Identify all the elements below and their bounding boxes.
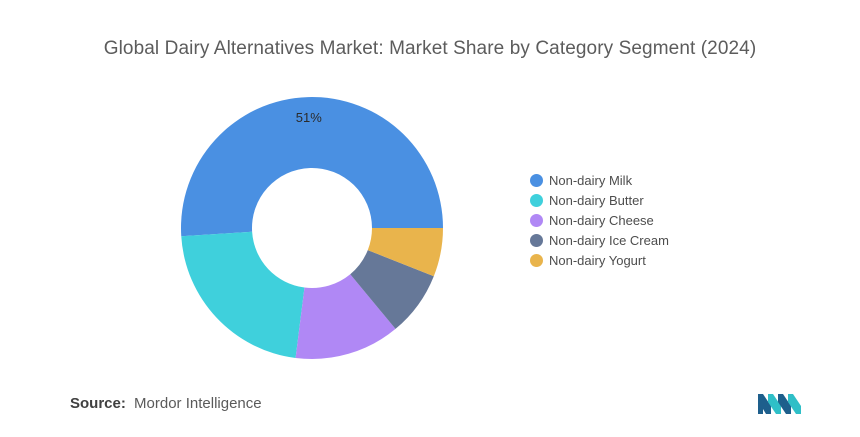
legend-label: Non-dairy Cheese: [549, 212, 654, 228]
donut-slice-non-dairy-yogurt: [367, 228, 443, 277]
donut-slice-non-dairy-milk: [180, 97, 443, 237]
chart-legend: Non-dairy Milk Non-dairy Butter Non-dairy …: [530, 170, 669, 270]
legend-label: Non-dairy Butter: [549, 192, 644, 208]
legend-item: Non-dairy Ice Cream: [530, 230, 669, 250]
donut-slices: [180, 97, 443, 360]
source-label: Source:: [70, 395, 126, 412]
legend-swatch-icon: [530, 193, 543, 207]
donut-slice-non-dairy-ice-cream: [350, 250, 434, 329]
legend-swatch-icon: [530, 173, 543, 187]
chart-title: Global Dairy Alternatives Market: Market…: [103, 38, 757, 59]
donut-slice-non-dairy-cheese: [295, 274, 396, 360]
source-value: Mordor Intelligence: [134, 395, 262, 412]
source-note: Source: Mordor Intelligence: [70, 395, 262, 412]
donut-data-labels: 51%: [296, 110, 322, 125]
legend-label: Non-dairy Yogurt: [549, 252, 646, 268]
legend-swatch-icon: [530, 253, 543, 267]
donut-chart: 51%: [180, 97, 443, 360]
donut-slice-non-dairy-butter: [181, 231, 305, 358]
legend-swatch-icon: [530, 233, 543, 247]
legend-item: Non-dairy Cheese: [530, 210, 669, 230]
data-label-non-dairy-milk: 51%: [296, 110, 322, 125]
legend-item: Non-dairy Butter: [530, 190, 669, 210]
legend-item: Non-dairy Milk: [530, 170, 669, 190]
legend-label: Non-dairy Milk: [549, 172, 633, 188]
legend-swatch-icon: [530, 213, 543, 227]
legend-item: Non-dairy Yogurt: [530, 250, 669, 270]
legend-label: Non-dairy Ice Cream: [549, 232, 669, 248]
mordor-intelligence-logo-icon: [758, 394, 801, 414]
